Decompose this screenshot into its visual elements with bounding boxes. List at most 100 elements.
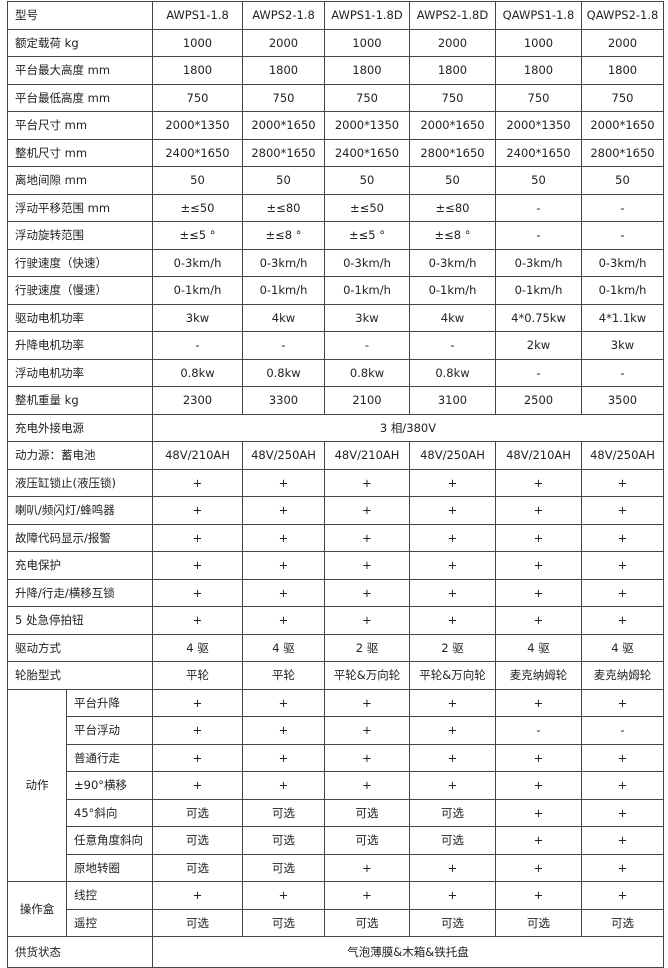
table-cell: 750 bbox=[242, 83, 325, 112]
table-cell: + bbox=[324, 468, 410, 497]
row-label: 升降/行走/横移互锁 bbox=[7, 578, 153, 607]
table-cell: ±≤80 bbox=[409, 193, 496, 222]
table-cell: + bbox=[581, 496, 664, 525]
row-label: 任意角度斜向 bbox=[66, 826, 153, 855]
table-cell: 可选 bbox=[242, 908, 325, 937]
table-row: 升降电机功率 - - - -2kw 3kw bbox=[7, 331, 664, 360]
table-cell: + bbox=[495, 688, 582, 717]
table-cell: + bbox=[324, 743, 410, 772]
table-cell: + bbox=[409, 468, 496, 497]
row-label: 平台浮动 bbox=[66, 716, 153, 745]
row-label: 平台升降 bbox=[66, 688, 153, 717]
table-cell: + bbox=[581, 853, 664, 882]
table-cell: 可选 bbox=[242, 853, 325, 882]
table-cell: 2000*1350 bbox=[324, 111, 410, 140]
table-row: 整机重量 kg 2300 3300 2100 3100 2500 3500 bbox=[7, 386, 664, 415]
table-cell: 0-1km/h bbox=[242, 276, 325, 305]
table-row: 平台最低高度 mm 750 750 750 750 750 750 bbox=[7, 83, 664, 112]
table-row: 驱动电机功率 3kw 4kw 3kw 4kw 4*0.75kw 4*1.1kw bbox=[7, 303, 664, 332]
table-cell: + bbox=[409, 551, 496, 580]
row-label: 供货状态 bbox=[7, 936, 153, 968]
table-cell: - bbox=[409, 331, 496, 360]
row-label: 喇叭/频闪灯/蜂鸣器 bbox=[7, 496, 153, 525]
table-cell: - bbox=[495, 193, 582, 222]
table-row: 升降/行走/横移互锁 + + + + + + bbox=[7, 578, 664, 607]
table-cell: 4 驱 bbox=[581, 633, 664, 662]
row-label: 行驶速度（慢速） bbox=[7, 276, 153, 305]
table-cell: + bbox=[152, 578, 243, 607]
table-cell: + bbox=[324, 881, 410, 910]
table-row: 浮动旋转范围 ±≤5 ° ±≤8 ° ±≤5 ° ±≤8 ° - - bbox=[7, 221, 664, 250]
table-cell: 2000*1650 bbox=[581, 111, 664, 140]
table-row: 平台尺寸 mm 2000*1350 2000*1650 2000*1350 2000*1… bbox=[7, 111, 664, 140]
table-cell: 50 bbox=[152, 166, 243, 195]
table-cell: 2000*1650 bbox=[409, 111, 496, 140]
table-row: 故障代码显示/报警 + + + + + + bbox=[7, 523, 664, 552]
table-cell: 3100 bbox=[409, 386, 496, 415]
table-cell: 可选 bbox=[324, 826, 410, 855]
table-cell: 1000 bbox=[152, 28, 243, 57]
table-row: 离地间隙 mm 50 50 50 50 50 50 bbox=[7, 166, 664, 195]
table-cell: + bbox=[495, 551, 582, 580]
row-label: 型号 bbox=[7, 1, 153, 30]
table-cell: 0.8kw bbox=[242, 358, 325, 387]
table-cell: 0-1km/h bbox=[409, 276, 496, 305]
table-cell: + bbox=[324, 523, 410, 552]
row-label: 驱动方式 bbox=[7, 633, 153, 662]
row-label: 原地转圈 bbox=[66, 853, 153, 882]
table-cell: ±≤50 bbox=[324, 193, 410, 222]
table-row: 额定载荷 kg 1000 2000 1000 2000 1000 2000 bbox=[7, 28, 664, 57]
header-row: 型号 AWPS1-1.8 AWPS2-1.8 AWPS1-1.8D AWPS2-1.8D… bbox=[7, 1, 664, 30]
row-label: 行驶速度（快速） bbox=[7, 248, 153, 277]
table-cell: 2000*1350 bbox=[495, 111, 582, 140]
table-cell: 1800 bbox=[324, 56, 410, 85]
model-header: AWPS1-1.8D bbox=[324, 1, 410, 30]
table-cell: + bbox=[495, 771, 582, 800]
row-label: 轮胎型式 bbox=[7, 661, 153, 690]
table-cell: 750 bbox=[324, 83, 410, 112]
table-row: 浮动平移范围 mm ±≤50 ±≤80 ±≤50 ±≤80- - bbox=[7, 193, 664, 222]
table-cell: 1800 bbox=[495, 56, 582, 85]
table-row: 45°斜向 可选 可选 可选 可选 + + bbox=[8, 798, 664, 827]
table-cell: 可选 bbox=[242, 826, 325, 855]
table-row: 充电保护 + + + + + + bbox=[7, 551, 664, 580]
table-cell: + bbox=[152, 523, 243, 552]
table-cell: + bbox=[409, 716, 496, 745]
table-cell: 3 相/380V bbox=[152, 413, 664, 442]
table-cell: + bbox=[495, 578, 582, 607]
table-cell: - bbox=[581, 221, 664, 250]
table-cell: + bbox=[409, 578, 496, 607]
table-cell: 2000*1650 bbox=[242, 111, 325, 140]
table-cell: + bbox=[242, 716, 325, 745]
table-cell: + bbox=[152, 496, 243, 525]
table-row: 操作盒 线控 + + + + + + bbox=[7, 881, 664, 937]
table-cell: 1000 bbox=[324, 28, 410, 57]
table-cell: 2800*1650 bbox=[409, 138, 496, 167]
table-cell: + bbox=[495, 468, 582, 497]
table-cell: + bbox=[324, 716, 410, 745]
table-cell: + bbox=[495, 496, 582, 525]
table-cell: + bbox=[581, 881, 664, 910]
table-cell: + bbox=[495, 853, 582, 882]
table-cell: 2000 bbox=[242, 28, 325, 57]
table-cell: 4 驱 bbox=[242, 633, 325, 662]
model-header: AWPS2-1.8D bbox=[409, 1, 496, 30]
table-cell: + bbox=[409, 853, 496, 882]
table-row: 浮动电机功率 0.8kw 0.8kw 0.8kw 0.8kw - - bbox=[7, 358, 664, 387]
table-cell: 麦克纳姆轮 bbox=[581, 661, 664, 690]
table-cell: 4 驱 bbox=[152, 633, 243, 662]
table-cell: 3500 bbox=[581, 386, 664, 415]
table-cell: - bbox=[495, 716, 582, 745]
table-row: 充电外接电源 3 相/380V bbox=[7, 413, 664, 442]
table-row: 普通行走 + + + + + + bbox=[8, 743, 664, 772]
table-cell: 0-1km/h bbox=[152, 276, 243, 305]
table-cell: 50 bbox=[495, 166, 582, 195]
row-label: 整机尺寸 mm bbox=[7, 138, 153, 167]
table-cell: 0-1km/h bbox=[581, 276, 664, 305]
table-cell: + bbox=[324, 496, 410, 525]
table-cell: + bbox=[409, 606, 496, 635]
table-cell: 可选 bbox=[409, 908, 496, 937]
table-cell: + bbox=[152, 606, 243, 635]
row-label: 升降电机功率 bbox=[7, 331, 153, 360]
table-cell: 2400*1650 bbox=[495, 138, 582, 167]
